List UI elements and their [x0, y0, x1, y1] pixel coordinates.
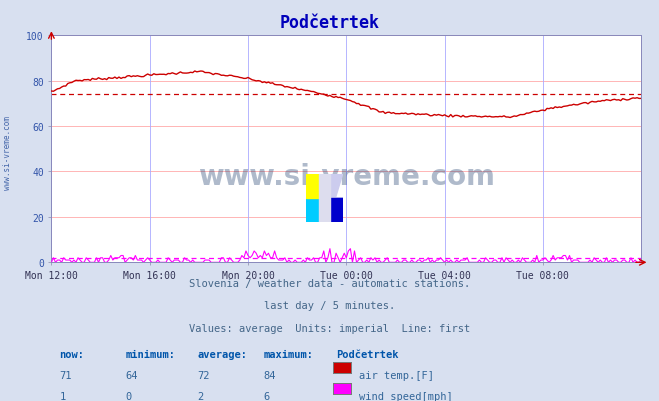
Text: wind speed[mph]: wind speed[mph] — [359, 391, 453, 401]
Text: minimum:: minimum: — [125, 349, 175, 359]
Text: maximum:: maximum: — [264, 349, 314, 359]
Bar — [306, 198, 325, 223]
Text: Podčetrtek: Podčetrtek — [279, 14, 380, 32]
Text: 84: 84 — [264, 370, 276, 380]
Polygon shape — [306, 198, 325, 223]
Text: Podčetrtek: Podčetrtek — [336, 349, 399, 359]
Text: 1: 1 — [59, 391, 65, 401]
Text: air temp.[F]: air temp.[F] — [359, 370, 434, 380]
Polygon shape — [306, 174, 325, 198]
Text: www.si-vreme.com: www.si-vreme.com — [198, 162, 495, 190]
Text: now:: now: — [59, 349, 84, 359]
Bar — [306, 174, 325, 198]
Polygon shape — [306, 174, 343, 223]
Text: 64: 64 — [125, 370, 138, 380]
Text: Slovenia / weather data - automatic stations.: Slovenia / weather data - automatic stat… — [189, 279, 470, 289]
Text: www.si-vreme.com: www.si-vreme.com — [3, 115, 13, 189]
Text: 72: 72 — [198, 370, 210, 380]
Text: 2: 2 — [198, 391, 204, 401]
Text: 71: 71 — [59, 370, 72, 380]
Polygon shape — [319, 174, 330, 223]
Text: average:: average: — [198, 349, 248, 359]
Bar — [325, 198, 343, 223]
Text: last day / 5 minutes.: last day / 5 minutes. — [264, 301, 395, 311]
Text: 0: 0 — [125, 391, 131, 401]
Bar — [325, 198, 343, 223]
Text: 6: 6 — [264, 391, 270, 401]
Text: Values: average  Units: imperial  Line: first: Values: average Units: imperial Line: fi… — [189, 323, 470, 333]
